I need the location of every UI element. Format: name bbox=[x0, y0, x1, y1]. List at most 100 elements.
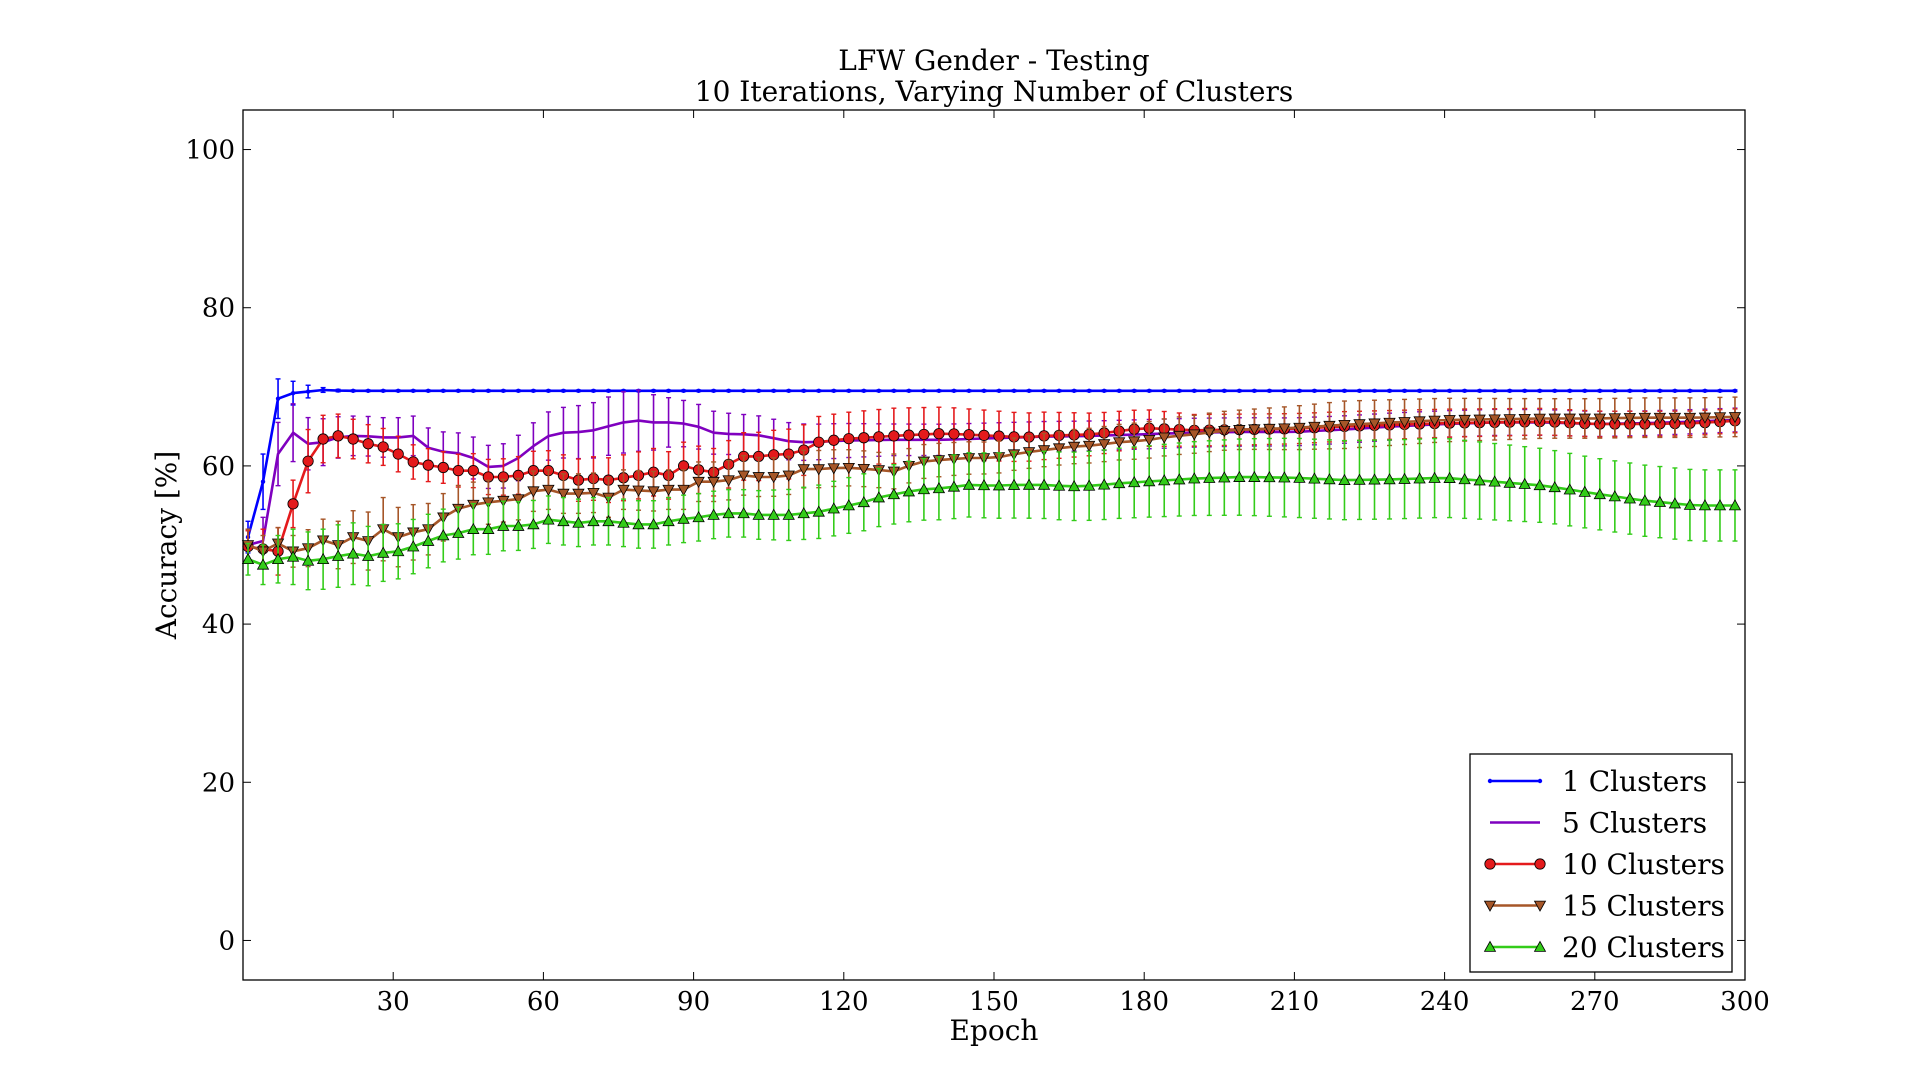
data-point bbox=[1112, 437, 1126, 449]
data-point bbox=[1702, 388, 1708, 393]
data-point bbox=[1128, 436, 1141, 448]
data-point bbox=[1518, 413, 1531, 426]
data-point bbox=[335, 388, 341, 393]
data-point bbox=[782, 508, 795, 520]
data-point bbox=[1638, 412, 1652, 424]
data-point bbox=[996, 388, 1002, 393]
data-point bbox=[1218, 471, 1231, 483]
data-point bbox=[422, 534, 435, 546]
data-point bbox=[1323, 420, 1336, 433]
data-point bbox=[963, 429, 975, 441]
data-point bbox=[407, 540, 420, 552]
data-point bbox=[756, 388, 761, 393]
data-point bbox=[981, 388, 987, 393]
data-point bbox=[1627, 388, 1633, 393]
data-point bbox=[707, 508, 720, 520]
data-point bbox=[1188, 429, 1201, 441]
data-point bbox=[696, 388, 701, 393]
data-point bbox=[1297, 388, 1302, 393]
data-point bbox=[1402, 388, 1407, 393]
data-point bbox=[531, 388, 536, 393]
series-line bbox=[247, 419, 1736, 553]
data-point bbox=[1608, 490, 1622, 502]
data-point bbox=[467, 465, 479, 477]
data-point bbox=[396, 388, 401, 393]
data-point bbox=[305, 389, 311, 394]
data-point bbox=[1082, 440, 1096, 452]
data-point bbox=[1443, 415, 1456, 427]
data-point bbox=[1713, 499, 1727, 511]
data-point bbox=[1143, 435, 1156, 447]
data-point bbox=[561, 388, 566, 393]
legend-label: 10 Clusters bbox=[1562, 848, 1725, 881]
data-point bbox=[1372, 388, 1377, 393]
data-point bbox=[497, 519, 510, 531]
data-point bbox=[320, 387, 326, 393]
data-point bbox=[827, 463, 840, 475]
data-point bbox=[1147, 388, 1152, 393]
data-point bbox=[301, 554, 315, 566]
data-point bbox=[542, 484, 555, 496]
data-point bbox=[546, 388, 551, 393]
data-point bbox=[260, 479, 266, 484]
data-point bbox=[331, 549, 345, 561]
data-point bbox=[1353, 473, 1366, 485]
x-tick-label: 30 bbox=[377, 987, 410, 1017]
data-point bbox=[527, 486, 540, 498]
data-point bbox=[407, 456, 419, 468]
data-point bbox=[527, 518, 540, 530]
data-point bbox=[857, 463, 871, 476]
legend-marker bbox=[1487, 778, 1493, 784]
data-point bbox=[572, 516, 585, 528]
data-point bbox=[918, 428, 930, 441]
data-point bbox=[1131, 388, 1137, 393]
data-point bbox=[1026, 388, 1032, 393]
data-point bbox=[617, 516, 630, 528]
data-point bbox=[1101, 388, 1107, 393]
data-point bbox=[692, 510, 705, 523]
data-point bbox=[347, 433, 359, 445]
data-point bbox=[887, 488, 901, 500]
data-point bbox=[1533, 478, 1546, 491]
data-point bbox=[831, 388, 836, 393]
chart-subtitle: 10 Iterations, Varying Number of Cluster… bbox=[695, 75, 1293, 108]
y-tick-label: 40 bbox=[202, 610, 235, 640]
data-point bbox=[1011, 388, 1017, 393]
legend-label: 5 Clusters bbox=[1562, 807, 1707, 840]
data-point bbox=[1222, 388, 1227, 393]
data-point bbox=[1293, 422, 1306, 434]
data-point bbox=[1203, 427, 1216, 439]
data-point bbox=[1278, 471, 1291, 483]
x-tick-label: 300 bbox=[1720, 987, 1770, 1017]
x-tick-label: 150 bbox=[969, 987, 1019, 1017]
legend-marker bbox=[1484, 858, 1496, 870]
data-point bbox=[1338, 473, 1351, 485]
data-point bbox=[857, 495, 871, 508]
data-point bbox=[858, 432, 870, 444]
data-point bbox=[1282, 388, 1287, 393]
data-point bbox=[332, 430, 344, 442]
data-point bbox=[861, 388, 867, 393]
data-point bbox=[1458, 473, 1471, 485]
legend-marker bbox=[1534, 858, 1546, 870]
legend-entry: 1 Clusters bbox=[1487, 765, 1707, 798]
series-line bbox=[246, 388, 1735, 538]
data-point bbox=[1067, 479, 1081, 492]
data-point bbox=[1293, 471, 1306, 483]
axis-ticks: 30 60 90 120 150 180 210 240 270 300 0 20 40 60 80 100 bbox=[185, 110, 1770, 1017]
legend-entry: 10 Clusters bbox=[1484, 848, 1725, 881]
data-point bbox=[1728, 412, 1742, 424]
data-point bbox=[842, 499, 855, 511]
data-point bbox=[287, 498, 299, 510]
data-point bbox=[1687, 388, 1693, 393]
data-point bbox=[797, 507, 810, 519]
y-tick-label: 20 bbox=[202, 768, 235, 798]
data-point bbox=[437, 529, 450, 541]
data-point bbox=[1462, 388, 1467, 393]
data-point bbox=[1097, 439, 1111, 451]
data-point bbox=[1203, 471, 1216, 483]
legend-marker bbox=[1537, 778, 1543, 784]
data-point bbox=[1642, 388, 1648, 393]
data-point bbox=[1188, 472, 1201, 484]
